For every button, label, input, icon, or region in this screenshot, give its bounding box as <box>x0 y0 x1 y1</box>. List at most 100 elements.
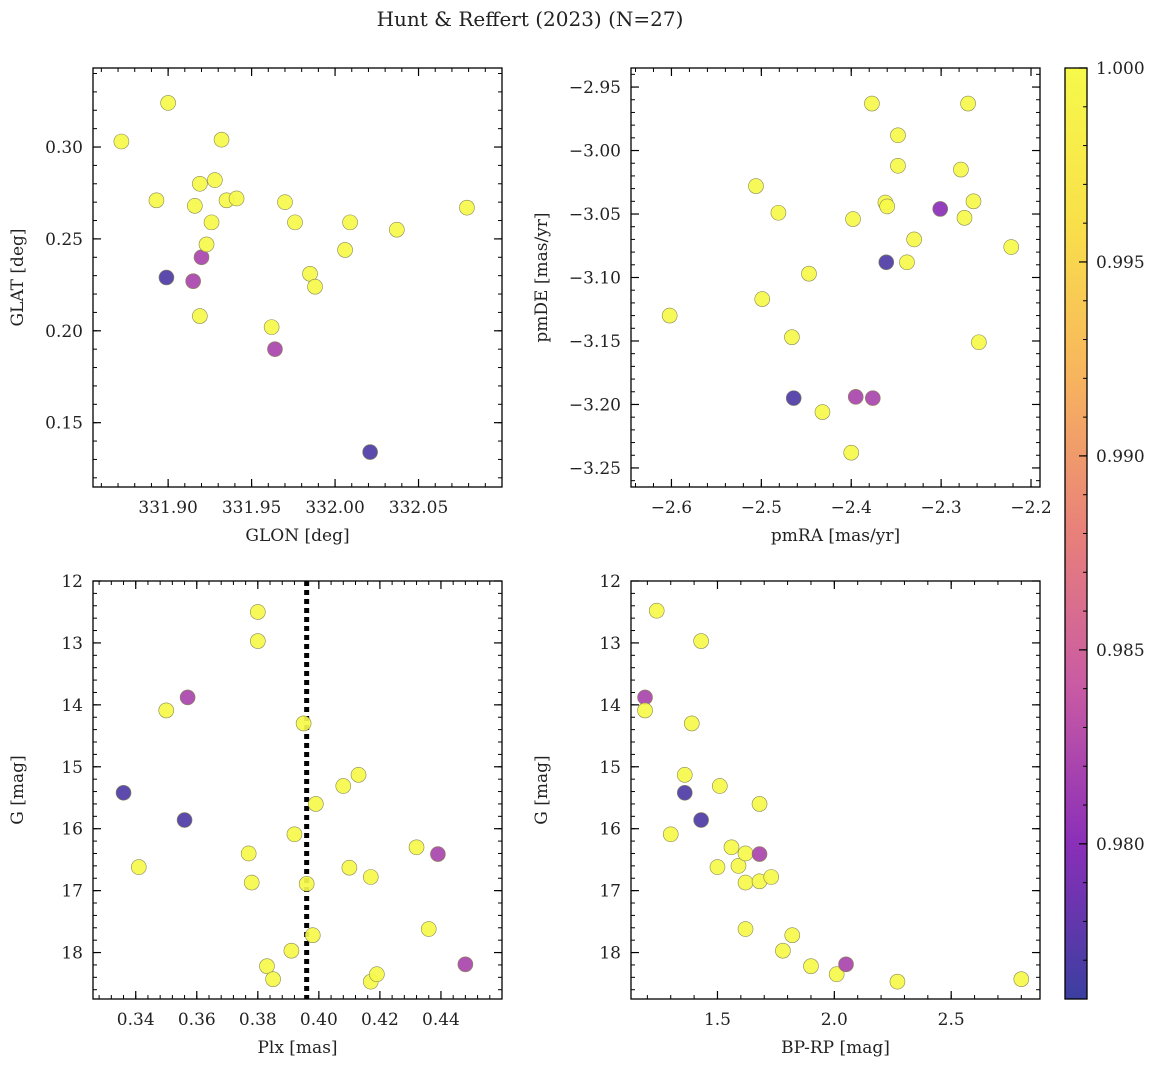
x-tick-label: 332.05 <box>389 498 448 518</box>
scatter-point <box>265 971 281 987</box>
scatter-point <box>158 702 175 719</box>
scatter-point <box>784 927 801 944</box>
scatter-point <box>113 133 130 150</box>
scatter-point <box>751 846 768 862</box>
scatter-point <box>192 175 208 192</box>
x-tick-label: 331.90 <box>138 498 197 518</box>
scatter-point <box>362 869 379 885</box>
x-tick-label: 2.5 <box>938 1010 965 1030</box>
y-tick-label: 14 <box>599 696 621 716</box>
scatter-point <box>693 633 709 649</box>
y-tick-label: 12 <box>599 572 621 592</box>
scatter-point <box>277 194 293 210</box>
scatter-point <box>693 812 709 828</box>
scatter-point <box>879 198 895 215</box>
scatter-points <box>113 95 475 460</box>
scatter-point <box>828 966 845 983</box>
scatter-point <box>259 958 275 974</box>
scatter-point <box>286 826 303 843</box>
scatter-point <box>198 236 215 253</box>
x-axis-label: pmRA [mas/yr] <box>771 526 900 546</box>
colorbar-tick-label: 1.000 <box>1096 59 1145 79</box>
scatter-point <box>295 715 312 732</box>
y-tick-label: 15 <box>599 758 621 778</box>
y-tick-label: 16 <box>599 820 621 840</box>
axes-frame <box>92 67 503 488</box>
y-tick-label: 0.20 <box>45 322 83 342</box>
scatter-point <box>637 702 653 719</box>
y-tick-label: 0.30 <box>45 138 83 158</box>
scatter-points <box>637 602 1030 990</box>
scatter-point <box>847 389 864 405</box>
scatter-point <box>865 390 881 406</box>
scatter-point <box>362 444 378 460</box>
scatter-point <box>307 278 323 295</box>
x-tick-label: 0.38 <box>239 1010 277 1030</box>
y-axis-label: pmDE [mas/yr] <box>532 212 552 342</box>
scatter-point <box>890 127 906 144</box>
scatter-point <box>676 784 693 801</box>
y-tick-label: 12 <box>61 572 83 592</box>
scatter-point <box>712 778 728 794</box>
y-tick-label: 17 <box>61 882 83 902</box>
scatter-point <box>192 308 208 324</box>
scatter-points <box>115 604 474 990</box>
axes-frame <box>92 580 503 1000</box>
y-tick-label: 18 <box>599 944 621 964</box>
scatter-point <box>243 874 260 891</box>
scatter-point <box>207 172 223 188</box>
scatter-point <box>709 859 726 875</box>
y-tick-label: 13 <box>599 634 621 654</box>
x-tick-label: −2.3 <box>920 498 961 518</box>
scatter-point <box>342 214 358 231</box>
scatter-point <box>890 157 906 174</box>
y-tick-label: 14 <box>61 696 83 716</box>
scatter-point <box>838 956 854 973</box>
scatter-points <box>661 95 1020 461</box>
x-tick-label: 331.95 <box>222 498 281 518</box>
scatter-point <box>971 334 987 351</box>
y-axis-label: G [mag] <box>532 755 552 824</box>
scatter-point <box>803 958 819 974</box>
colorbar-tick-label: 0.985 <box>1096 641 1145 661</box>
scatter-point <box>283 942 300 959</box>
scatter-point <box>770 204 787 221</box>
scatter-point <box>457 956 474 973</box>
y-tick-label: −3.00 <box>569 142 621 162</box>
scatter-point <box>240 845 257 862</box>
scatter-point <box>1003 239 1020 255</box>
scatter-point <box>737 845 754 862</box>
scatter-point <box>676 767 693 783</box>
panel-glon-glat: 331.90 331.95 332.00 332.05 0.15 0.20 0.25 0.30… <box>8 67 503 546</box>
scatter-point <box>420 921 437 937</box>
x-tick-label: −2.6 <box>651 498 692 518</box>
y-tick-label: 15 <box>61 758 83 778</box>
colorbar-tick-label: 0.995 <box>1096 253 1145 273</box>
y-tick-label: 16 <box>61 820 83 840</box>
scatter-point <box>843 444 860 461</box>
y-tick-label: 0.25 <box>45 230 83 250</box>
scatter-point <box>335 778 352 794</box>
scatter-point <box>730 858 747 874</box>
scatter-point <box>754 291 771 307</box>
x-tick-label: 0.36 <box>178 1010 216 1030</box>
x-tick-label: −2.5 <box>741 498 782 518</box>
panel-pmra-pmde: −2.6 −2.5 −2.4 −2.3 −2.2 −3.25 −3.20 −3.15 −3.10… <box>532 67 1052 546</box>
scatter-point <box>737 921 754 937</box>
scatter-point <box>408 839 425 856</box>
scatter-point <box>459 199 475 216</box>
scatter-point <box>160 95 176 111</box>
scatter-point <box>115 784 132 801</box>
colorbar-tick-label: 0.990 <box>1096 447 1145 467</box>
x-tick-label: 0.40 <box>300 1010 338 1030</box>
y-tick-label: −3.25 <box>569 459 621 479</box>
y-tick-label: 18 <box>61 944 83 964</box>
scatter-point <box>158 269 175 286</box>
scatter-point <box>250 633 266 649</box>
scatter-point <box>185 273 201 289</box>
panel-plx-g: 0.34 0.36 0.38 0.40 0.42 0.44 12 13 14 15 16 17 18 Pl… <box>8 572 503 1058</box>
scatter-point <box>845 211 861 227</box>
y-axis-label: G [mag] <box>8 755 28 824</box>
scatter-point <box>341 859 358 876</box>
y-tick-label: −3.20 <box>569 395 621 415</box>
